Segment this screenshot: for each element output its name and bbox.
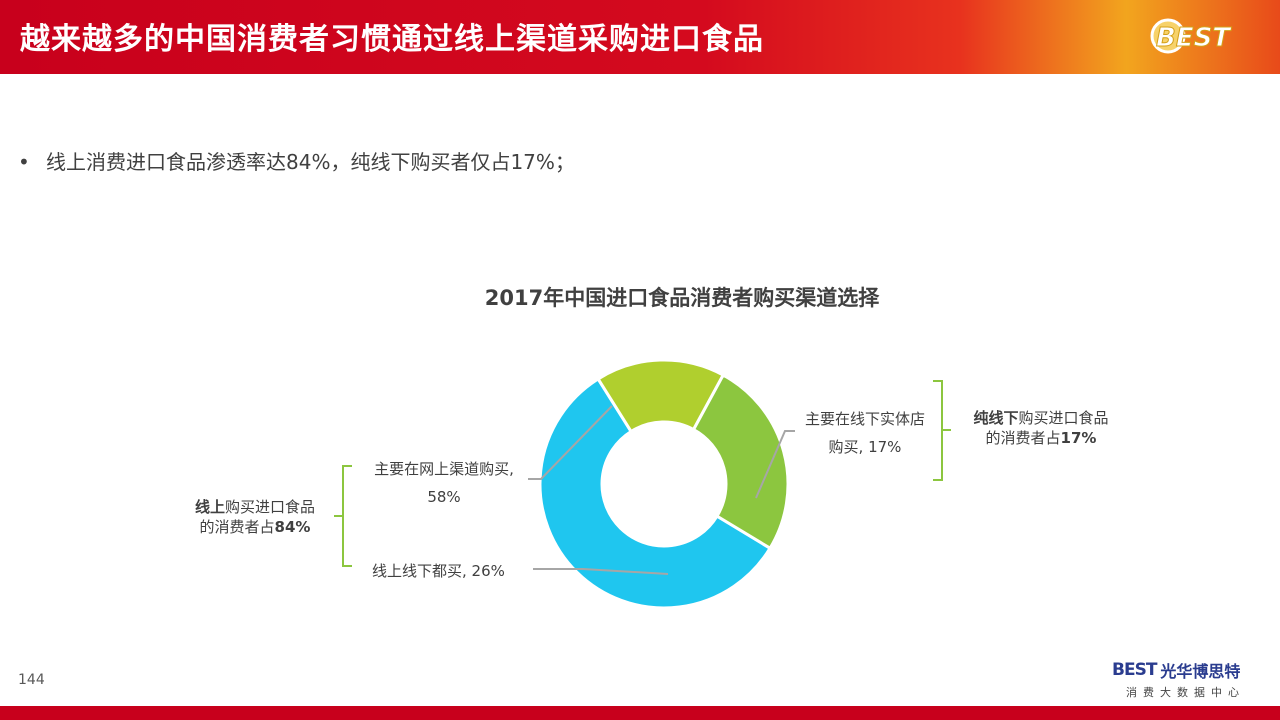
brand-subtitle: 消费大数据中心 [1126,686,1245,699]
slice-online [538,376,773,610]
title-bar: 越来越多的中国消费者习惯通过线上渠道采购进口食品 BEST [0,0,1280,74]
bracket-offline [933,380,951,481]
bullet-point: • 线上消费进口食品渗透率达84%，纯线下购买者仅占17%； [18,146,575,175]
group-online-line2: 的消费者占 [199,518,275,536]
group-offline-line2: 的消费者占 [985,429,1061,447]
slice-label-online: 主要在网上渠道购买, 58% [362,455,526,511]
group-offline-rest: 购买进口食品 [1018,409,1109,427]
best-logo-text: BEST [1156,23,1232,53]
group-online-rest: 购买进口食品 [225,498,316,516]
group-offline-bold: 纯线下 [973,409,1019,427]
leader-line-offline [755,430,795,499]
slice-label-both-text: 线上线下都买, 26% [372,562,505,580]
group-online-percent: 84% [274,518,311,536]
slice-label-online-name: 主要在网上渠道购买, [374,460,514,478]
leader-line-online [528,405,613,480]
brand-logo: BEST 光华博思特 消费大数据中心 [1112,658,1272,702]
group-offline-percent: 17% [1060,429,1097,447]
leader-line-both [533,568,669,575]
slice-label-both: 线上线下都买, 26% [372,560,505,581]
brand-name: 光华博思特 [1160,662,1241,681]
bullet-marker: • [18,150,30,174]
slice-offline [596,358,726,434]
chart-title: 2017年中国进口食品消费者购买渠道选择 [484,286,880,310]
slice-label-offline-value: 购买, 17% [828,438,902,456]
bullet-text: 线上消费进口食品渗透率达84%，纯线下购买者仅占17%； [46,150,575,174]
group-label-online: 线上购买进口食品 的消费者占84% [186,497,324,537]
slice-label-offline-name: 主要在线下实体店 [804,410,925,428]
brand-best-text: BEST [1112,660,1157,680]
bracket-online [334,465,352,567]
slice-both [691,373,790,551]
page-number: 144 [18,672,45,688]
best-logo: BEST [1150,18,1233,54]
slice-label-offline: 主要在线下实体店 购买, 17% [796,405,934,461]
slice-label-online-value: 58% [427,488,461,506]
group-label-offline: 纯线下购买进口食品 的消费者占17% [964,408,1118,448]
page-title: 越来越多的中国消费者习惯通过线上渠道采购进口食品 [20,22,764,57]
group-online-bold: 线上 [194,498,225,516]
footer-bar [0,706,1280,720]
